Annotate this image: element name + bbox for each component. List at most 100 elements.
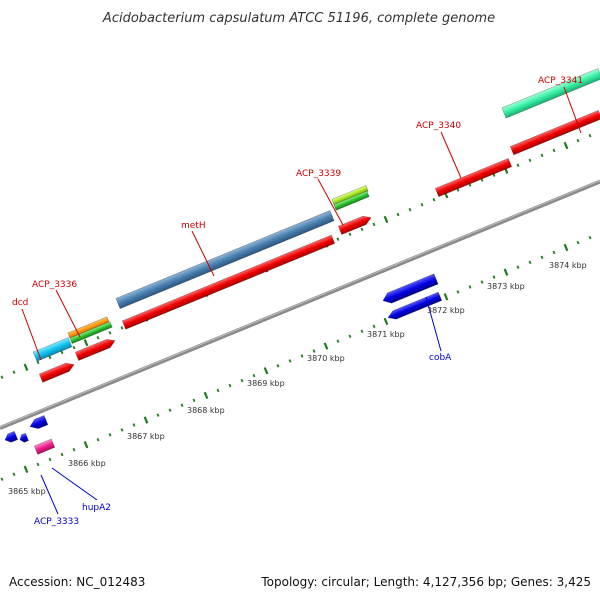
accession-text: Accession: NC_012483 <box>9 575 145 589</box>
minor-tick <box>432 198 436 202</box>
minor-tick <box>480 280 484 284</box>
major-tick <box>263 367 269 375</box>
minor-tick <box>372 222 376 227</box>
cds-coba[interactable] <box>381 273 439 306</box>
callout-acp-3336 <box>55 289 81 338</box>
minor-tick <box>540 255 544 260</box>
gene-label-acp-3340[interactable]: ACP_3340 <box>416 121 461 131</box>
major-tick <box>563 141 569 150</box>
gene-bar-coba[interactable] <box>386 291 443 322</box>
genome-backbone <box>0 179 600 430</box>
minor-tick <box>12 472 16 476</box>
gene-label-acp-3339[interactable]: ACP_3339 <box>296 169 341 179</box>
callout-hupa2 <box>51 467 98 501</box>
gene-label-dcd[interactable]: dcd <box>12 298 28 308</box>
minor-tick <box>0 477 4 481</box>
gene-label-hupa2[interactable]: hupA2 <box>82 503 111 513</box>
gene-bar-meth[interactable] <box>115 210 335 310</box>
minor-tick <box>468 285 472 289</box>
minor-tick <box>240 378 244 383</box>
cds-meth[interactable] <box>121 234 336 330</box>
minor-tick <box>588 133 592 138</box>
minor-tick <box>468 183 472 187</box>
scale-label-3865: 3865 kbp <box>8 487 46 496</box>
minor-tick <box>228 383 232 388</box>
minor-tick <box>36 462 40 467</box>
callout-coba <box>425 296 442 352</box>
minor-tick <box>96 336 100 340</box>
scale-labels: 3865 kbp 3866 kbp 3867 kbp 3868 kbp 3869… <box>8 261 587 496</box>
cds-hupa2-a[interactable] <box>3 430 19 444</box>
map-title: Acidobacterium capsulatum ATCC 51196, co… <box>102 11 495 26</box>
gene-bar-acp-3341[interactable] <box>501 68 600 119</box>
major-tick <box>83 339 89 347</box>
minor-tick <box>588 235 592 240</box>
minor-tick <box>288 359 292 363</box>
cds-acp-3336[interactable] <box>74 337 116 361</box>
minor-tick <box>528 260 532 265</box>
minor-tick <box>36 360 40 365</box>
gene-bar-acp-3339-b[interactable] <box>333 190 370 211</box>
minor-tick <box>48 457 52 462</box>
minor-tick <box>180 403 184 407</box>
major-tick <box>503 268 509 276</box>
callout-dcd <box>21 308 42 361</box>
minor-tick <box>96 438 100 442</box>
minor-tick <box>72 447 76 452</box>
minor-tick <box>312 349 316 353</box>
minor-tick <box>360 329 364 334</box>
reverse-tick-row <box>0 235 592 481</box>
gene-label-coba[interactable]: cobA <box>429 353 452 363</box>
major-tick <box>383 215 389 224</box>
scale-label-3869: 3869 kbp <box>247 379 285 388</box>
minor-tick <box>60 350 64 355</box>
label-callouts <box>21 86 582 515</box>
minor-tick <box>108 433 112 437</box>
minor-tick <box>12 370 16 374</box>
gene-label-meth[interactable]: metH <box>181 221 206 231</box>
cds-acp-3339[interactable] <box>337 213 372 235</box>
cds-hupa2-c[interactable] <box>28 415 49 431</box>
minor-tick <box>516 163 520 167</box>
gene-bar-acp-3339-a[interactable] <box>331 185 369 206</box>
callout-acp-3333 <box>40 474 59 515</box>
minor-tick <box>60 452 64 457</box>
minor-tick <box>480 178 484 182</box>
callout-acp-3340 <box>440 131 462 179</box>
major-tick <box>563 243 569 252</box>
minor-tick <box>72 345 76 350</box>
gene-labels: dcd ACP_3336 metH ACP_3339 ACP_3340 ACP_… <box>12 76 583 527</box>
minor-tick <box>48 355 52 360</box>
minor-tick <box>360 227 364 232</box>
cds-acp-3341[interactable] <box>509 110 600 156</box>
minor-tick <box>252 373 256 378</box>
callout-acp-3339 <box>317 178 344 226</box>
genome-backbone-highlight <box>0 180 600 428</box>
minor-tick <box>168 408 172 412</box>
minor-tick <box>528 158 532 163</box>
minor-tick <box>492 275 496 279</box>
minor-tick <box>348 334 352 338</box>
minor-tick <box>516 265 520 269</box>
minor-tick <box>276 364 280 368</box>
cds-hupa2-b[interactable] <box>18 432 29 443</box>
gene-bar-dcd[interactable] <box>32 337 73 362</box>
gene-label-acp-3341[interactable]: ACP_3341 <box>538 76 583 86</box>
minor-tick <box>108 331 112 335</box>
minor-tick <box>576 240 580 245</box>
cds-acp-3340[interactable] <box>434 157 513 198</box>
minor-tick <box>0 375 4 379</box>
gene-bar-acp-3336-b[interactable] <box>69 321 113 345</box>
cds-dcd[interactable] <box>38 360 75 383</box>
gene-label-acp-3336[interactable]: ACP_3336 <box>32 280 77 290</box>
minor-tick <box>300 354 304 358</box>
minor-tick <box>540 153 544 158</box>
major-tick <box>143 416 149 424</box>
major-tick <box>23 465 29 473</box>
gene-bar-acp-3333[interactable] <box>33 438 56 455</box>
callout-acp-3341 <box>563 86 582 134</box>
minor-tick <box>216 388 220 393</box>
minor-tick <box>372 324 376 329</box>
gene-label-acp-3333[interactable]: ACP_3333 <box>34 517 79 527</box>
major-tick <box>383 317 389 326</box>
